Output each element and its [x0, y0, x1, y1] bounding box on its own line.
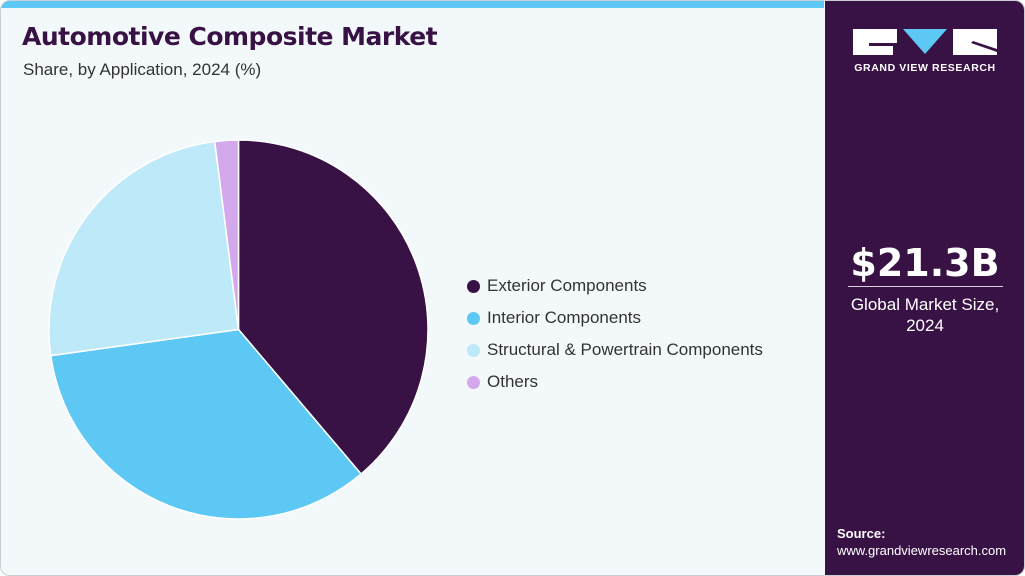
market-size-label-line2: 2024 — [906, 316, 944, 335]
legend-dot-icon — [467, 279, 480, 293]
legend-label: Others — [487, 372, 539, 391]
chart-title: Automotive Composite Market — [22, 22, 438, 51]
legend-item: Structural & Powertrain Components — [467, 334, 763, 366]
source-label: Source: — [837, 526, 886, 541]
chart-legend: Exterior Components Interior Components St… — [467, 270, 763, 398]
pie-chart — [48, 139, 429, 520]
legend-dot-icon — [467, 311, 480, 325]
source-link[interactable]: www.grandviewresearch.com — [837, 543, 1007, 558]
sidebar-panel: GRAND VIEW RESEARCH $21.3B Global Market… — [825, 1, 1024, 575]
legend-label: Interior Components — [487, 308, 642, 327]
pie-slice-exterior-components — [237, 139, 429, 476]
pie-slice-structural-powertrain-components — [48, 140, 240, 357]
brand-name: GRAND VIEW RESEARCH — [854, 62, 996, 74]
legend-label: Exterior Components — [487, 276, 647, 295]
accent-bar — [1, 1, 824, 8]
market-size-label-line1: Global Market Size, — [850, 295, 1000, 314]
legend-dot-icon — [467, 375, 480, 389]
pie-slice-others — [213, 139, 240, 330]
legend-item: Interior Components — [467, 302, 763, 334]
market-size-label: Global Market Size, 2024 — [825, 294, 1024, 336]
divider — [848, 286, 1003, 287]
legend-item: Exterior Components — [467, 270, 763, 302]
legend-dot-icon — [467, 343, 480, 357]
legend-label: Structural & Powertrain Components — [487, 340, 763, 359]
legend-item: Others — [467, 366, 763, 398]
grand-view-research-logo-icon — [853, 29, 997, 55]
chart-subtitle: Share, by Application, 2024 (%) — [23, 60, 262, 79]
pie-slice-interior-components — [49, 328, 363, 520]
market-size-value: $21.3B — [850, 241, 1000, 285]
